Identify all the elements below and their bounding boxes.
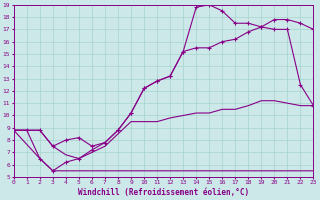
X-axis label: Windchill (Refroidissement éolien,°C): Windchill (Refroidissement éolien,°C) <box>78 188 249 197</box>
